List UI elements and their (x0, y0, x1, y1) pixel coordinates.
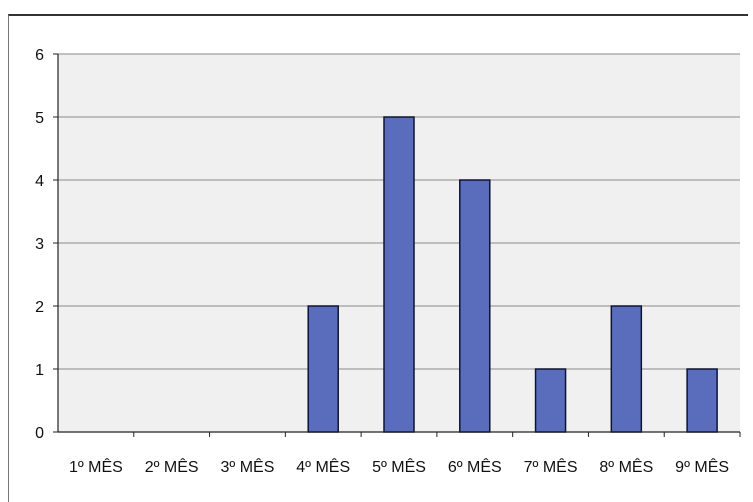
x-tick-label: 5º MÊS (372, 457, 426, 476)
y-tick-label: 4 (35, 173, 44, 190)
x-tick-label: 9º MÊS (675, 457, 729, 476)
axes (57, 54, 740, 433)
bar-8 (610, 305, 643, 433)
bar-7 (534, 368, 567, 433)
bar-5 (383, 116, 415, 433)
x-tick-label: 8º MÊS (599, 457, 653, 476)
y-tick-label: 0 (35, 425, 44, 442)
y-axis-tick-labels: 0 1 2 3 4 5 6 (35, 47, 44, 442)
bar-4 (307, 305, 339, 433)
x-tick-label: 6º MÊS (448, 457, 502, 476)
bar-9 (686, 368, 718, 433)
y-tick-label: 6 (35, 47, 44, 64)
x-tick-label: 3º MÊS (221, 457, 275, 476)
x-tick-label: 7º MÊS (524, 457, 578, 476)
y-tick-label: 5 (35, 110, 44, 127)
y-tick-label: 2 (35, 299, 44, 316)
bar-6 (459, 179, 491, 433)
x-tick-label: 1º MÊS (69, 457, 123, 476)
y-tick-label: 3 (35, 236, 44, 253)
x-tick-label: 4º MÊS (296, 457, 350, 476)
x-tick-label: 2º MÊS (145, 457, 199, 476)
y-tick-label: 1 (35, 362, 44, 379)
x-axis-tick-labels: 1º MÊS 2º MÊS 3º MÊS 4º MÊS 5º MÊS 6º MÊS 7º M… (69, 457, 729, 476)
bars (133, 116, 741, 437)
